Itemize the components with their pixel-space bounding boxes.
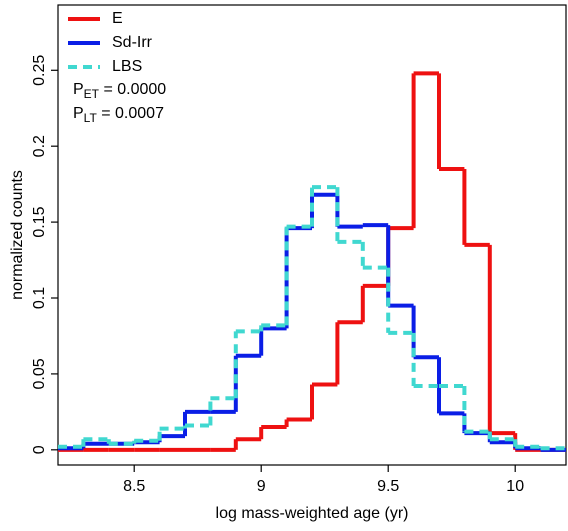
legend-label: Sd-Irr — [112, 34, 153, 51]
annotation: PLT = 0.0007 — [73, 105, 164, 125]
annotation: PET = 0.0000 — [73, 81, 166, 101]
series — [58, 185, 566, 451]
annotation-rest: = 0.0000 — [99, 81, 166, 98]
y-tick-label: 0 — [31, 445, 48, 454]
y-tick-label: 0.15 — [31, 206, 48, 237]
annotation-rest: = 0.0007 — [97, 105, 164, 122]
series — [58, 71, 566, 452]
y-axis-label: normalized counts — [9, 170, 26, 300]
legend-label: E — [112, 10, 123, 27]
x-tick-label: 8.5 — [123, 478, 145, 495]
x-tick-label: 9.5 — [377, 478, 399, 495]
x-tick-label: 10 — [506, 478, 524, 495]
legend-label: LBS — [112, 58, 142, 75]
annotation-main: P — [73, 81, 84, 98]
annotation-main: P — [73, 105, 84, 122]
y-tick-label: 0.2 — [31, 135, 48, 157]
x-tick-label: 9 — [257, 478, 266, 495]
annotation-sub: ET — [84, 87, 100, 101]
annotation-sub: LT — [84, 111, 98, 125]
plot-frame — [57, 4, 567, 466]
y-tick-label: 0.1 — [31, 287, 48, 309]
x-axis-label: log mass-weighted age (yr) — [216, 505, 409, 522]
y-tick-label: 0.25 — [31, 55, 48, 86]
y-tick-label: 0.05 — [31, 358, 48, 389]
